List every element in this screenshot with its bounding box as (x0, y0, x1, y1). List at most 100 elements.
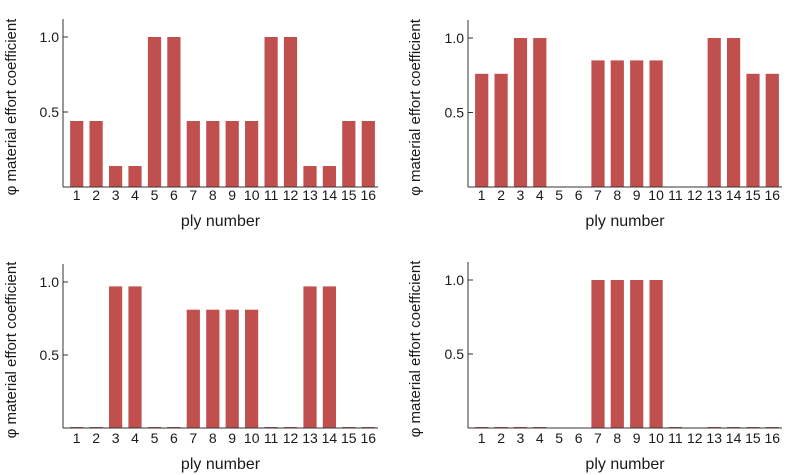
x-tick-label: 1 (478, 187, 486, 203)
bar-ply-9 (630, 280, 644, 428)
bar-ply-2 (494, 73, 508, 187)
x-tick-label: 6 (170, 430, 178, 446)
x-tick-label: 8 (209, 430, 217, 446)
x-tick-label: 4 (536, 430, 544, 446)
bar-ply-10 (649, 60, 663, 187)
x-tick-label: 9 (633, 430, 641, 446)
bar-ply-14 (322, 286, 336, 428)
bar-ply-1 (475, 73, 489, 187)
x-tick-label: 12 (283, 187, 299, 203)
x-tick-label: 2 (92, 430, 100, 446)
x-tick-label: 15 (745, 430, 761, 446)
bar-ply-10 (245, 121, 259, 187)
bar-ply-10 (245, 309, 259, 428)
y-tick-label: 1.0 (445, 272, 465, 288)
x-tick-label: 7 (189, 187, 197, 203)
x-tick-label: 4 (536, 187, 544, 203)
bar-ply-11 (264, 37, 278, 187)
x-tick-label: 8 (209, 187, 217, 203)
x-axis-label: ply number (585, 456, 665, 473)
x-tick-label: 2 (497, 430, 505, 446)
y-tick-label: 0.5 (445, 346, 465, 362)
x-tick-label: 9 (633, 187, 641, 203)
x-tick-label: 6 (575, 187, 583, 203)
x-tick-label: 12 (687, 187, 703, 203)
x-tick-label: 1 (73, 430, 81, 446)
y-axis-label: φ material effort coefficient (3, 261, 20, 439)
y-axis-label: φ material effort coefficient (3, 18, 20, 196)
x-tick-label: 4 (131, 187, 139, 203)
bar-ply-8 (610, 280, 624, 428)
x-tick-label: 1 (73, 187, 81, 203)
bar-ply-9 (225, 309, 239, 428)
x-tick-label: 5 (555, 430, 563, 446)
y-tick-label: 0.5 (40, 104, 60, 120)
x-tick-label: 16 (361, 430, 377, 446)
bar-ply-13 (303, 286, 317, 428)
x-tick-label: 10 (244, 187, 260, 203)
bar-ply-10 (649, 280, 663, 428)
x-tick-label: 11 (668, 187, 683, 203)
y-tick-label: 1.0 (40, 274, 60, 290)
x-tick-label: 7 (189, 430, 197, 446)
bar-ply-4 (128, 166, 142, 187)
bar-ply-16 (765, 73, 779, 187)
x-tick-label: 10 (648, 430, 664, 446)
y-tick-label: 0.5 (40, 347, 60, 363)
x-tick-label: 5 (555, 187, 563, 203)
x-tick-label: 8 (613, 187, 621, 203)
bar-ply-7 (591, 60, 605, 187)
x-tick-label: 3 (517, 187, 525, 203)
bar-ply-9 (630, 60, 644, 187)
bar-ply-15 (342, 121, 356, 187)
x-tick-label: 3 (112, 187, 120, 203)
bar-ply-3 (109, 166, 123, 187)
x-tick-label: 13 (302, 430, 318, 446)
x-tick-label: 12 (283, 430, 299, 446)
bar-ply-7 (591, 280, 605, 428)
bar-ply-7 (186, 121, 200, 187)
x-tick-label: 14 (726, 430, 742, 446)
x-tick-label: 1 (478, 430, 486, 446)
x-axis-label: ply number (585, 213, 665, 230)
x-tick-label: 15 (341, 187, 357, 203)
x-tick-label: 6 (170, 187, 178, 203)
bar-ply-8 (206, 121, 220, 187)
x-tick-label: 10 (244, 430, 260, 446)
x-tick-label: 10 (648, 187, 664, 203)
x-tick-label: 15 (341, 430, 357, 446)
x-tick-label: 5 (151, 430, 159, 446)
x-tick-label: 6 (575, 430, 583, 446)
bar-ply-13 (707, 38, 721, 187)
x-tick-label: 14 (322, 187, 338, 203)
x-axis-label: ply number (181, 213, 261, 230)
x-tick-label: 8 (613, 430, 621, 446)
y-tick-label: 1.0 (445, 30, 465, 46)
x-tick-label: 11 (264, 430, 279, 446)
bar-ply-8 (206, 309, 220, 428)
bar-ply-5 (147, 37, 162, 187)
x-tick-label: 12 (687, 430, 703, 446)
bar-ply-3 (109, 286, 123, 428)
x-tick-label: 4 (131, 430, 139, 446)
x-tick-label: 7 (594, 430, 602, 446)
x-tick-label: 14 (322, 430, 338, 446)
x-tick-label: 16 (361, 187, 377, 203)
x-tick-label: 14 (726, 187, 742, 203)
x-tick-label: 9 (228, 430, 236, 446)
bar-ply-16 (361, 121, 375, 187)
x-tick-label: 7 (594, 187, 602, 203)
bar-ply-9 (225, 121, 239, 187)
x-tick-label: 13 (706, 187, 722, 203)
x-tick-label: 11 (264, 187, 279, 203)
x-tick-label: 11 (668, 430, 683, 446)
bar-ply-4 (128, 286, 142, 428)
bar-ply-2 (89, 121, 103, 187)
x-tick-label: 5 (151, 187, 159, 203)
x-tick-label: 15 (745, 187, 761, 203)
x-tick-label: 13 (706, 430, 722, 446)
bar-ply-3 (513, 38, 528, 187)
